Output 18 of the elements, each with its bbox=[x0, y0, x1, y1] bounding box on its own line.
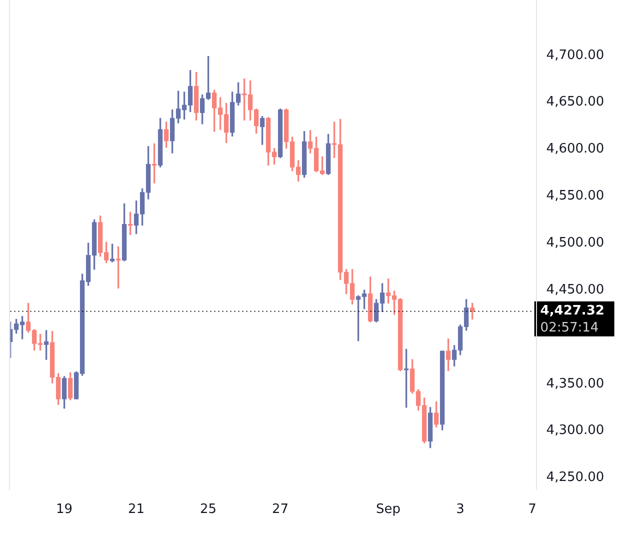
y-tick-label: 4,450.00 bbox=[546, 282, 604, 298]
text: 02:57:14 bbox=[540, 320, 599, 336]
y-tick-label: 4,300.00 bbox=[546, 423, 604, 438]
x-tick-label: 21 bbox=[128, 502, 145, 518]
x-tick-label: 3 bbox=[456, 502, 464, 518]
y-tick-label: 4,550.00 bbox=[546, 188, 604, 204]
x-tick-label: 19 bbox=[56, 502, 73, 518]
y-tick-label: 4,350.00 bbox=[546, 376, 604, 392]
x-tick-label: 25 bbox=[200, 502, 217, 518]
ref-line-label: 4,427.32 bbox=[540, 304, 604, 319]
x-tick-label: 27 bbox=[272, 502, 289, 518]
y-tick-label: 4,500.00 bbox=[546, 236, 604, 250]
y-tick-label: 4,700.00 bbox=[546, 48, 604, 63]
y-tick-label: 4,250.00 bbox=[546, 470, 604, 486]
y-tick-label: 4,600.00 bbox=[546, 142, 604, 157]
x-tick-label: 7 bbox=[528, 502, 536, 518]
x-tick-label: Sep bbox=[376, 502, 401, 518]
y-tick-label: 4,650.00 bbox=[546, 94, 604, 110]
